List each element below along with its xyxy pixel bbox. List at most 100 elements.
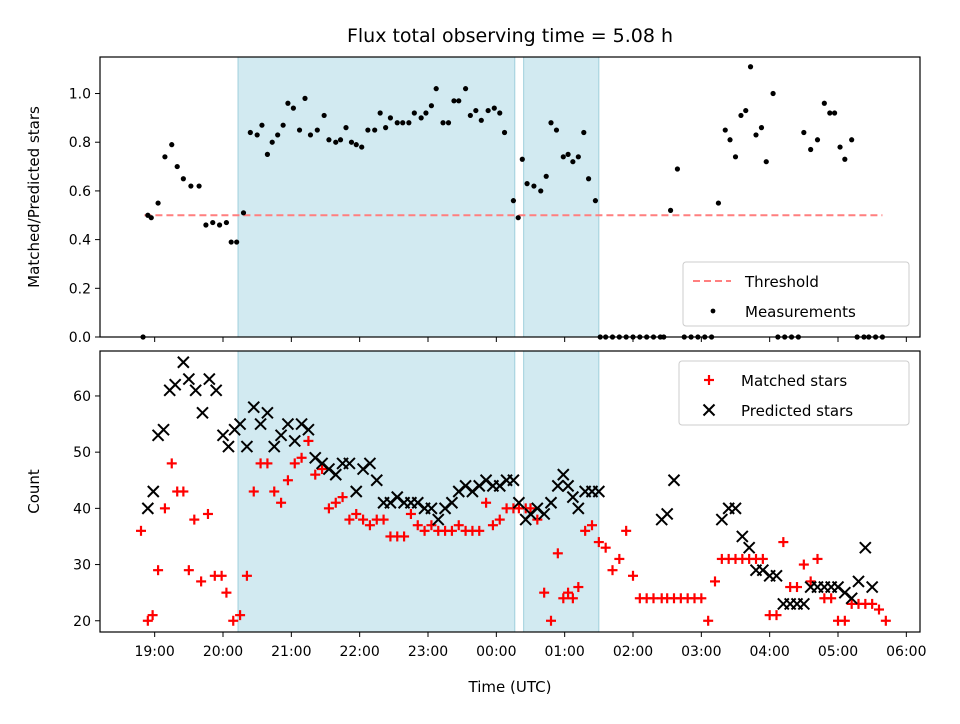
data-point [575,154,581,160]
y-tick-label: 50 [73,445,91,461]
data-point [216,222,223,228]
data-point-b [203,372,216,386]
data-point [557,468,570,481]
data-point [289,458,300,469]
data-point [485,107,491,114]
y-tick-label: 0.4 [69,233,91,249]
y-axis-label: Matched/Predicted stars [25,106,43,288]
data-point-b [222,440,235,453]
data-point [525,503,536,514]
shaded-interval [237,56,516,338]
data-point [372,127,378,133]
data-point-b [157,423,170,436]
data-point [177,356,190,369]
panel-1: 0.0 0.2 0.4 0.6 0.8 1.0 Matched/Predicted star… [25,56,921,346]
data-point [222,440,235,453]
data-point [288,434,301,448]
data-point [573,582,584,593]
data-point [188,183,194,189]
data-point-b [544,496,558,509]
data-point [247,400,260,414]
data-point [323,503,334,514]
data-point-b [216,429,230,442]
x-tick-label: 20:00 [203,644,243,660]
data-point-b [736,530,749,543]
data-point-b [141,502,155,515]
data-point [710,576,720,587]
data-point [474,525,485,536]
data-point [216,570,227,581]
legend-label: Measurements [745,303,856,321]
data-point [592,485,606,498]
data-point [400,120,406,126]
data-point-b [147,485,160,498]
data-point [228,615,239,626]
data-point [478,117,484,123]
y-tick-label: 20 [73,614,91,630]
data-point [842,156,848,162]
data-point [736,530,749,543]
data-point [223,219,230,226]
data-point [837,144,843,150]
data-point [467,112,473,119]
data-point [302,423,315,436]
data-point [546,615,556,626]
data-point [281,417,295,431]
data-point [867,598,878,609]
plot-frame [99,56,921,338]
x-tick-label: 06:00 [886,644,926,660]
data-point [487,520,498,531]
data-point [845,592,858,605]
data-point [387,115,394,121]
data-point [333,139,339,145]
data-point [210,219,216,226]
data-point [614,553,625,564]
data-point [433,86,439,92]
data-point-b [572,502,585,515]
data-point [445,120,452,126]
data-point [274,429,288,442]
legend: Threshold Measurements [682,261,910,327]
data-point-b [770,569,783,583]
data-point-b [247,400,260,414]
data-point-b [512,496,526,509]
data-point [565,151,571,157]
legend-item: Predicted stars [702,402,853,420]
data-point [358,514,369,525]
data-point [445,496,459,509]
x-tick-label: 05:00 [818,644,858,660]
data-point-b [322,462,336,476]
data-point [451,98,457,104]
data-point [264,151,271,157]
data-point [580,525,591,536]
data-point [548,120,554,126]
data-point [696,593,707,604]
data-point [715,513,729,526]
data-point [276,497,287,508]
legend-label: Matched stars [741,372,847,390]
data-point [157,423,170,436]
data-point [168,378,182,391]
data-point [280,122,286,128]
legend-box [678,360,910,426]
data-point [353,142,359,148]
data-point [566,490,580,504]
data-point [377,110,383,116]
data-point-b [479,474,493,487]
data-point [233,417,247,431]
data-point [399,531,410,542]
data-point [729,502,742,515]
data-point [148,215,154,221]
data-point [326,137,332,143]
data-point [592,198,599,204]
data-point-b [233,417,247,431]
data-point-b [715,513,729,526]
y-tick-label: 1.0 [69,87,91,103]
data-point [314,127,320,133]
data-point [538,188,544,194]
data-point [228,239,234,245]
data-point [552,548,563,559]
legend-item: Measurements [710,303,856,321]
plot-area [136,356,891,626]
x-tick-label: 23:00 [408,644,448,660]
